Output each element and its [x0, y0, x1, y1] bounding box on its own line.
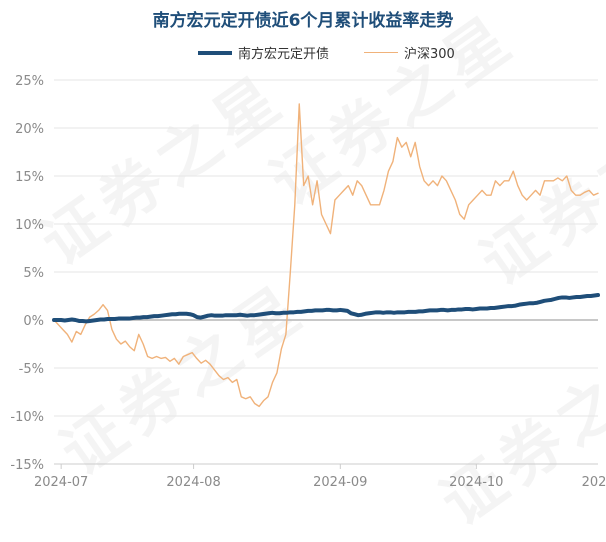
y-tick-label: 0% [23, 314, 44, 329]
x-tick-label: 2024-10 [449, 475, 503, 490]
legend-label-index: 沪深300 [404, 47, 455, 62]
legend: 南方宏元定开债 沪深300 [0, 43, 606, 63]
y-tick-label: 25% [15, 74, 44, 89]
x-tick-label: 2024-11 [582, 475, 606, 490]
line-chart: 25% 20% 15% 10% 5% 0% -5% -10% -15% 2024-07 2024-0… [10, 74, 606, 490]
series-line-fund [52, 293, 600, 324]
legend-label-fund: 南方宏元定开债 [238, 47, 330, 62]
y-tick-label: 10% [15, 218, 44, 233]
x-tick-label: 2024-08 [166, 475, 220, 490]
y-tick-label: 15% [15, 170, 44, 185]
y-tick-label: -15% [10, 458, 44, 473]
y-tick-label: -10% [10, 410, 44, 425]
legend-swatch-index [364, 52, 398, 53]
series-line-index [53, 103, 599, 408]
chart-title: 南方宏元定开债近6个月累计收益率走势 [152, 11, 454, 31]
y-tick-label: 5% [23, 266, 44, 281]
legend-item-index: 沪深300 [364, 43, 455, 62]
x-tick-label: 2024-07 [34, 475, 88, 490]
legend-item-fund: 南方宏元定开债 [198, 43, 329, 62]
y-tick-label: -5% [19, 362, 44, 377]
legend-swatch-fund [198, 50, 232, 55]
y-tick-label: 20% [15, 122, 44, 137]
x-tick-label: 2024-09 [313, 475, 367, 490]
